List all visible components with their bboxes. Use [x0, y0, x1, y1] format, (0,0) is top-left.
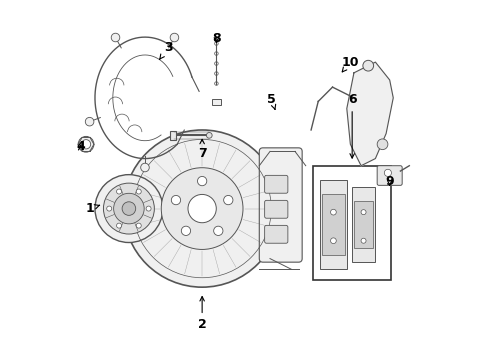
FancyBboxPatch shape [377, 166, 402, 185]
Circle shape [141, 163, 149, 172]
Circle shape [103, 183, 154, 234]
Circle shape [361, 210, 366, 215]
Circle shape [146, 206, 151, 211]
Text: 9: 9 [385, 175, 394, 188]
Circle shape [107, 206, 112, 211]
Circle shape [361, 238, 366, 243]
Circle shape [117, 189, 122, 194]
Circle shape [81, 140, 91, 149]
Text: 2: 2 [198, 297, 206, 331]
FancyBboxPatch shape [322, 194, 345, 255]
Text: 3: 3 [160, 41, 172, 59]
Circle shape [331, 209, 336, 215]
Circle shape [188, 194, 216, 223]
Circle shape [172, 195, 181, 205]
Circle shape [223, 195, 233, 205]
Circle shape [85, 117, 94, 126]
Circle shape [78, 136, 94, 152]
Circle shape [363, 60, 373, 71]
FancyBboxPatch shape [265, 175, 288, 193]
FancyBboxPatch shape [212, 99, 220, 105]
Circle shape [197, 176, 207, 186]
FancyBboxPatch shape [259, 148, 302, 262]
Circle shape [95, 175, 163, 243]
Text: 4: 4 [76, 140, 85, 153]
Circle shape [122, 202, 136, 215]
Circle shape [214, 226, 223, 235]
Circle shape [136, 189, 141, 194]
FancyBboxPatch shape [354, 202, 373, 248]
Circle shape [331, 238, 336, 244]
Circle shape [161, 168, 243, 249]
FancyBboxPatch shape [265, 225, 288, 243]
Circle shape [123, 130, 281, 287]
Circle shape [384, 169, 392, 176]
Circle shape [206, 132, 212, 138]
Circle shape [136, 223, 141, 228]
Polygon shape [347, 62, 393, 166]
FancyBboxPatch shape [352, 187, 375, 262]
Text: 7: 7 [198, 139, 206, 160]
Circle shape [181, 226, 191, 235]
Text: 6: 6 [348, 93, 357, 158]
Text: 5: 5 [268, 93, 276, 109]
FancyBboxPatch shape [265, 201, 288, 218]
Text: 1: 1 [85, 202, 99, 215]
Circle shape [117, 223, 122, 228]
Circle shape [170, 33, 179, 42]
Circle shape [114, 193, 144, 224]
Text: 8: 8 [212, 32, 220, 45]
Text: 10: 10 [342, 55, 359, 72]
FancyBboxPatch shape [320, 180, 347, 269]
FancyBboxPatch shape [313, 166, 392, 280]
Circle shape [111, 33, 120, 42]
Circle shape [377, 139, 388, 150]
FancyBboxPatch shape [170, 131, 176, 140]
